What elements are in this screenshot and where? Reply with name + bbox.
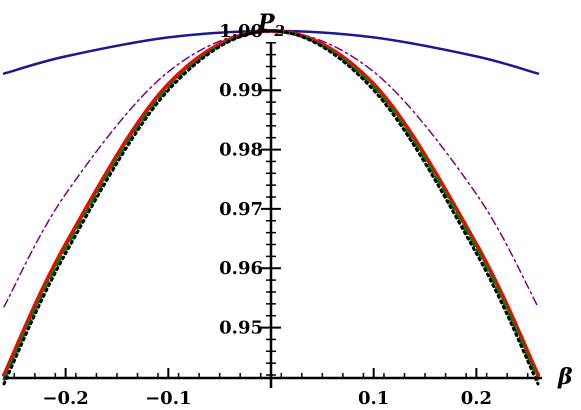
y-tick-label-4: 0.98 bbox=[219, 140, 263, 161]
y-axis-title-subscript: 2 bbox=[274, 22, 285, 40]
y-axis-title: P2 bbox=[257, 10, 285, 40]
x-tick-label-3: 0.1 bbox=[358, 388, 389, 409]
x-tick-label-2: −0.1 bbox=[145, 388, 191, 409]
y-tick-label-1: 0.95 bbox=[219, 318, 263, 339]
y-tick-label-3: 0.97 bbox=[219, 199, 263, 220]
y-tick-label-2: 0.96 bbox=[219, 258, 263, 279]
tick-labels: −0.2 −0.1 0.1 0.2 0.95 0.96 0.97 0.98 0.99 1.00 bbox=[42, 21, 492, 409]
axes bbox=[4, 42, 542, 388]
y-tick-label-6: 1.00 bbox=[219, 21, 263, 42]
x-axis-title: β bbox=[557, 364, 573, 390]
x-tick-label-4: 0.2 bbox=[461, 388, 492, 409]
y-axis-title-main: P bbox=[257, 10, 276, 36]
x-tick-label-1: −0.2 bbox=[42, 388, 88, 409]
tick-marks bbox=[13, 29, 529, 378]
y-tick-label-5: 0.99 bbox=[219, 80, 263, 101]
